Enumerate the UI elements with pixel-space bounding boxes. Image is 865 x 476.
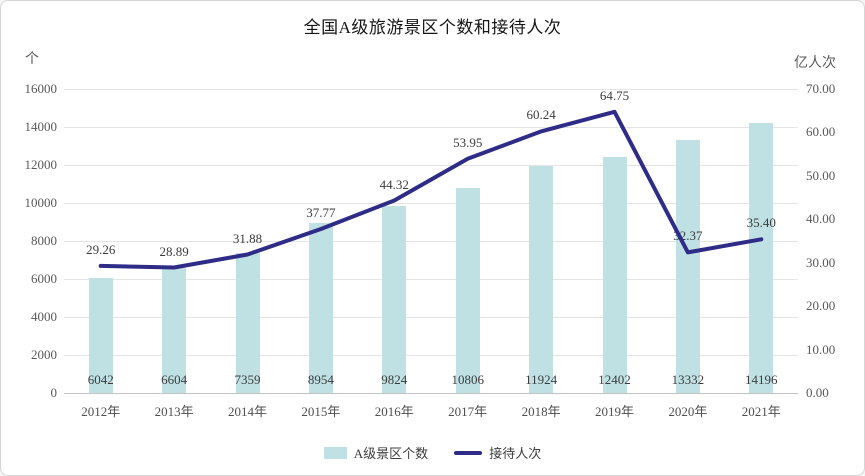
line-value-label: 37.77 <box>306 204 336 220</box>
left-axis-tick: 8000 <box>31 233 57 248</box>
gridline <box>64 127 798 128</box>
left-axis-tick: 12000 <box>24 157 58 172</box>
right-axis-tick: 50.00 <box>806 167 836 183</box>
left-axis-tick: 6000 <box>31 271 57 286</box>
bar <box>235 253 260 393</box>
line-value-label: 29.26 <box>86 241 116 257</box>
x-axis-label: 2020年 <box>668 404 708 419</box>
line-value-label: 35.40 <box>746 215 776 231</box>
line-value-label: 32.37 <box>673 228 703 244</box>
bar <box>529 166 554 393</box>
bar <box>602 157 627 393</box>
left-axis-tick: 2000 <box>31 347 57 362</box>
left-axis-tick: 0 <box>50 385 58 400</box>
gridline <box>64 279 798 280</box>
bar-value-label: 9824 <box>381 372 408 387</box>
legend-bar-swatch-icon <box>323 446 347 459</box>
legend-line-label: 接待人次 <box>489 446 542 461</box>
left-axis-tick: 16000 <box>24 81 58 96</box>
left-axis-tick: 4000 <box>31 309 57 324</box>
legend-item-bar-series: A级景区个数 <box>323 443 429 462</box>
gridline <box>64 89 798 90</box>
left-axis-tick: 10000 <box>24 195 58 210</box>
bar <box>88 278 113 393</box>
bar-value-label: 13332 <box>671 372 705 387</box>
legend: A级景区个数 接待人次 <box>1 443 864 462</box>
line-value-label: 53.95 <box>453 134 483 150</box>
line-value-label: 31.88 <box>232 230 263 246</box>
right-axis-unit: 亿人次 <box>794 56 836 71</box>
bar-value-label: 8954 <box>307 372 334 387</box>
gridline <box>64 317 798 318</box>
right-axis-tick: 20.00 <box>806 298 836 314</box>
x-axis-label: 2019年 <box>594 404 634 419</box>
legend-item-line-series: 接待人次 <box>454 443 541 462</box>
right-axis-tick: 60.00 <box>806 124 836 140</box>
bar <box>749 123 774 393</box>
bar-value-label: 7359 <box>234 372 261 387</box>
x-axis-label: 2015年 <box>301 404 341 419</box>
legend-bar-label: A级景区个数 <box>353 446 429 461</box>
bar <box>455 187 480 393</box>
bar-value-label: 12402 <box>598 372 631 387</box>
line-value-label: 28.89 <box>159 243 189 259</box>
bar-value-label: 11924 <box>525 372 558 387</box>
x-axis-label: 2012年 <box>81 404 121 419</box>
bar-value-label: 14196 <box>745 372 778 387</box>
bar <box>308 222 333 393</box>
line-value-label: 44.32 <box>379 176 409 192</box>
gridline <box>64 393 798 394</box>
right-axis-tick: 70.00 <box>806 81 836 96</box>
x-axis-label: 2021年 <box>741 404 781 419</box>
bar-value-label: 6604 <box>161 372 188 387</box>
plot-area: 6042 2012年 6604 2013年 7359 2014年 8954 2015年 9824… <box>64 87 798 419</box>
chart-title: 全国A级旅游景区个数和接待人次 <box>303 18 562 37</box>
left-axis-unit: 个 <box>25 52 39 67</box>
right-axis-tick: 30.00 <box>806 254 836 270</box>
x-axis-label: 2017年 <box>448 404 488 419</box>
x-axis-label: 2014年 <box>227 404 267 419</box>
legend-line-swatch-icon <box>454 450 483 455</box>
bar <box>675 139 700 393</box>
bar-value-label: 10806 <box>451 372 484 387</box>
right-axis-tick: 0.00 <box>806 385 829 400</box>
x-axis-label: 2013年 <box>154 404 194 419</box>
right-axis-tick: 40.00 <box>806 211 836 227</box>
x-axis-label: 2018年 <box>521 404 561 419</box>
gridline <box>64 355 798 356</box>
left-axis-tick: 14000 <box>24 119 58 134</box>
bar-value-label: 6042 <box>87 372 114 387</box>
bar <box>162 267 187 393</box>
x-axis-label: 2016年 <box>374 404 414 419</box>
bar <box>382 206 407 393</box>
line-value-label: 60.24 <box>526 107 556 123</box>
right-axis-tick: 10.00 <box>806 341 836 357</box>
line-value-label: 64.75 <box>599 87 630 103</box>
